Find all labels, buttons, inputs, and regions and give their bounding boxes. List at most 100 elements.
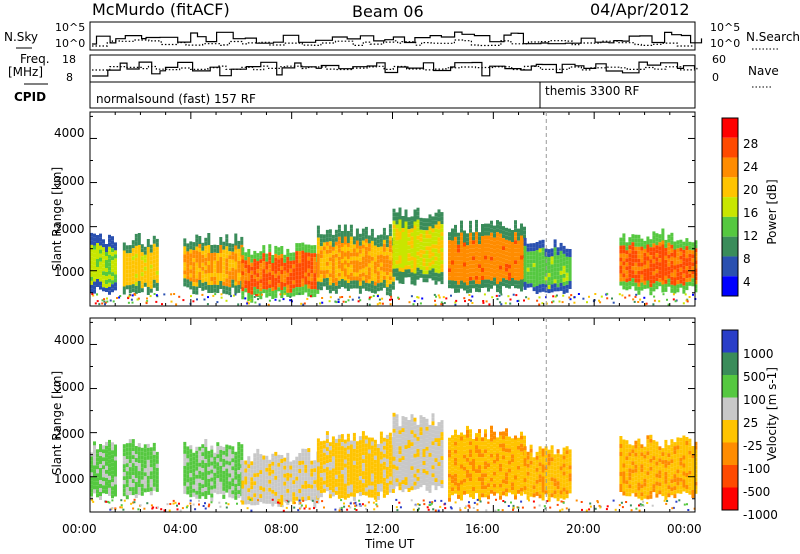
xtick-2: 08:00	[264, 522, 299, 536]
velocity-ytick-4000: 4000	[54, 333, 85, 347]
velocity-cbar-tick-1: 500	[743, 370, 766, 384]
velocity-ylabel: Slant Range [km]	[50, 370, 64, 476]
velocity-cbar-tick-3: 25	[743, 416, 759, 430]
colorbar-swatch-2	[722, 375, 738, 398]
power-axes	[89, 111, 696, 307]
velocity-cbar-tick-2: 100	[743, 393, 766, 407]
freq-strip-frame	[89, 54, 696, 83]
power-cbar-tick-3: 16	[743, 206, 759, 220]
scatter-region-6	[448, 425, 526, 502]
scatter-region-0	[90, 439, 117, 501]
colorbar-swatch-8	[722, 276, 738, 296]
scatter-region-1	[122, 439, 159, 500]
nsearch-tick-top: 10^5	[710, 21, 741, 34]
power-ytick-2000: 2000	[54, 222, 85, 236]
scatter-region-1	[122, 233, 159, 295]
nave-label: Nave	[748, 64, 779, 78]
beam-label: Beam 06	[352, 2, 424, 21]
velocity-ytick-3000: 3000	[54, 380, 85, 394]
xtick-4: 16:00	[465, 522, 500, 536]
power-cbar-tick-1: 24	[743, 160, 759, 174]
scatter-region-7	[523, 237, 572, 294]
strip-traces	[92, 31, 703, 77]
scatter-region-8	[619, 434, 698, 501]
colorbar-swatch-4	[722, 420, 738, 443]
scatter-region-6	[448, 219, 526, 294]
scatter-region-2	[183, 439, 244, 502]
velocity-cbar-tick-6: -500	[743, 485, 771, 499]
velocity-cbar-tick-5: -100	[743, 462, 771, 476]
nave-tick-top: 60	[712, 53, 726, 66]
nsky-label: N.Sky	[4, 30, 39, 44]
power-cbar-tick-4: 12	[743, 229, 759, 243]
scatter-region-4	[316, 224, 395, 297]
colorbar-swatch-6	[722, 236, 738, 257]
power-ytick-4000: 4000	[54, 126, 85, 140]
scatter-region-3	[241, 242, 320, 303]
colorbar-swatch-7	[722, 487, 738, 510]
freq-tick-top: 18	[62, 53, 76, 66]
power-panel	[90, 207, 698, 306]
mode-label-1: normalsound (fast) 157 RF	[96, 92, 256, 106]
colorbar-swatch-4	[722, 197, 738, 217]
xtick-5: 20:00	[566, 522, 601, 536]
velocity-cbar-tick-7: -1000	[743, 508, 778, 522]
nsky-strip-frame	[89, 21, 696, 51]
power-cbar-tick-5: 8	[743, 252, 751, 266]
date-label: 04/Apr/2012	[590, 0, 690, 19]
scatter-region-2	[183, 233, 244, 296]
nsky-tick-top: 10^5	[55, 21, 86, 34]
colorbar-swatch-0	[722, 118, 738, 138]
nave-trace	[92, 65, 698, 71]
noise-band	[91, 498, 696, 512]
power-colorbar	[721, 117, 739, 297]
velocity-cbar-tick-0: 1000	[743, 347, 774, 361]
velocity-ytick-2000: 2000	[54, 427, 85, 441]
nsearch-tick-bottom: 10^0	[710, 37, 741, 50]
power-colorbar-label: Power [dB]	[765, 179, 779, 245]
freq-label-2: [MHz]	[8, 65, 44, 79]
power-cbar-tick-2: 20	[743, 183, 759, 197]
colorbar-swatch-6	[722, 465, 738, 488]
colorbar-swatch-5	[722, 216, 738, 237]
power-ytick-3000: 3000	[54, 174, 85, 188]
colorbar-swatch-1	[722, 137, 738, 158]
velocity-colorbar	[721, 329, 739, 511]
power-ytick-1000: 1000	[54, 265, 85, 279]
nsearch-label: N.Search	[746, 30, 800, 44]
velocity-colorbar-label: Velocity [m s-1]	[765, 367, 779, 461]
scatter-region-7	[523, 444, 572, 502]
colorbar-swatch-5	[722, 442, 738, 465]
scatter-region-5	[392, 412, 444, 493]
velocity-panel	[90, 412, 698, 512]
colorbar-swatch-1	[722, 352, 738, 375]
colorbar-frame	[721, 117, 739, 297]
xtick-6: 00:00	[667, 522, 702, 536]
power-cbar-tick-6: 4	[743, 275, 751, 289]
velocity-ytick-1000: 1000	[54, 472, 85, 486]
chart-title: McMurdo (fitACF)	[92, 0, 230, 19]
colorbar-swatch-7	[722, 256, 738, 277]
colorbar-swatch-2	[722, 157, 738, 178]
mode-label-2: themis 3300 RF	[545, 84, 640, 98]
freq-label-1: Freq.	[20, 52, 50, 66]
colorbar-swatch-3	[722, 397, 738, 420]
cpid-label: CPID	[14, 90, 47, 104]
xtick-3: 12:00	[365, 522, 400, 536]
scatter-region-8	[619, 228, 698, 296]
colorbar-swatch-0	[722, 330, 738, 353]
xtick-0: 00:00	[62, 522, 97, 536]
scatter-region-3	[241, 448, 320, 509]
velocity-cbar-tick-4: -25	[743, 439, 763, 453]
cpid-strip-frame	[89, 81, 696, 109]
nsky-tick-bottom: 10^0	[55, 37, 86, 50]
nave-tick-bottom: 0	[712, 71, 719, 84]
nsearch-trace	[92, 39, 693, 47]
x-axis-label: Time UT	[365, 537, 415, 551]
noise-band	[91, 292, 697, 306]
freq-tick-bottom: 8	[66, 71, 73, 84]
xtick-1: 04:00	[163, 522, 198, 536]
velocity-axes	[89, 317, 696, 513]
scatter-region-4	[316, 431, 395, 501]
